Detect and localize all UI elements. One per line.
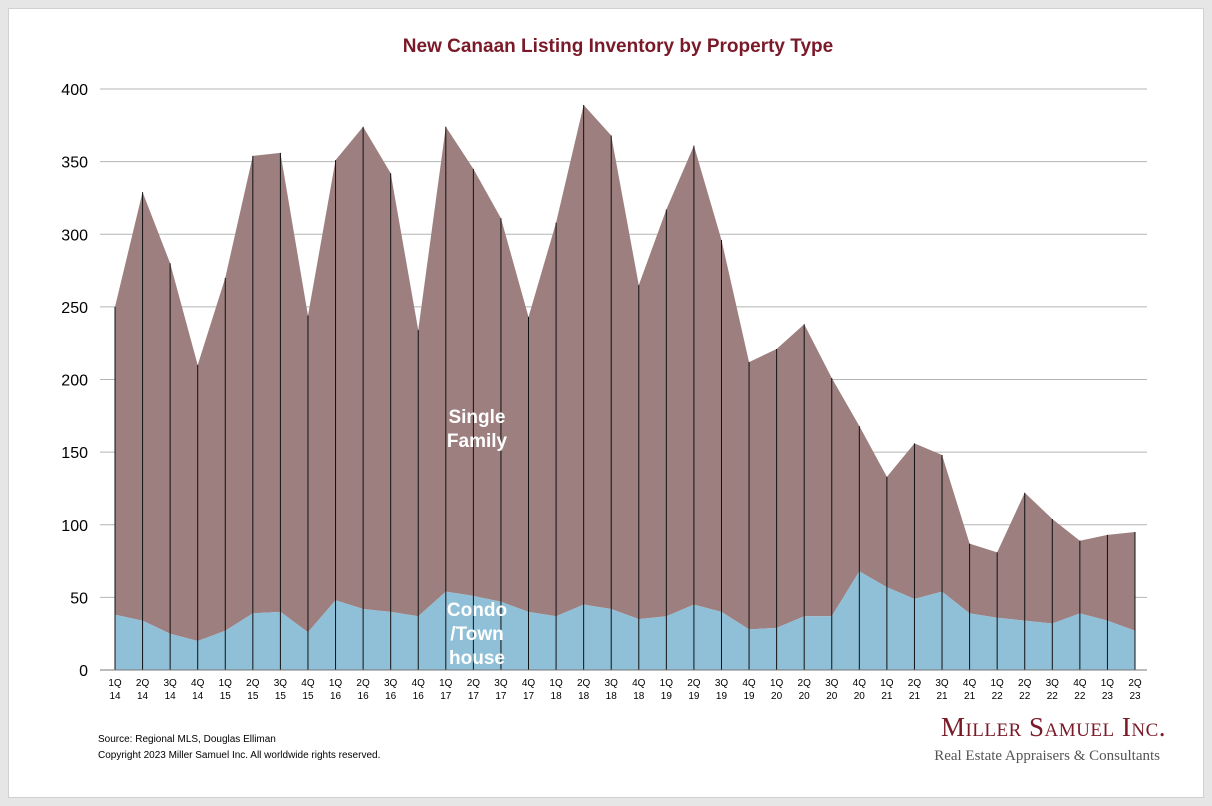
x-tick-label: 4Q <box>412 678 426 689</box>
x-tick-label: 3Q <box>274 678 288 689</box>
series-label-single-family: Family <box>447 431 508 452</box>
x-tick-label: 23 <box>1129 691 1141 702</box>
chart-title: New Canaan Listing Inventory by Property… <box>402 36 834 57</box>
x-tick-label: 17 <box>440 691 452 702</box>
x-tick-label: 20 <box>771 691 783 702</box>
company-logo-name: Miller Samuel Inc. <box>940 712 1166 742</box>
x-tick-label: 2Q <box>246 678 260 689</box>
series-area-single-family <box>115 104 1135 641</box>
x-tick-label: 3Q <box>163 678 177 689</box>
y-tick-label: 250 <box>61 300 88 317</box>
x-tick-label: 1Q <box>439 678 453 689</box>
x-tick-label: 3Q <box>715 678 729 689</box>
x-tick-label: 18 <box>578 691 590 702</box>
y-tick-label: 100 <box>61 518 88 535</box>
y-tick-label: 0 <box>79 663 88 680</box>
x-tick-label: 19 <box>688 691 700 702</box>
x-tick-label: 18 <box>551 691 563 702</box>
x-tick-label: 20 <box>826 691 838 702</box>
x-tick-label: 4Q <box>853 678 867 689</box>
x-tick-label: 16 <box>385 691 397 702</box>
x-tick-label: 2Q <box>798 678 812 689</box>
x-tick-label: 1Q <box>770 678 784 689</box>
x-tick-label: 4Q <box>191 678 205 689</box>
x-tick-label: 19 <box>716 691 728 702</box>
x-tick-label: 2Q <box>467 678 481 689</box>
x-tick-label: 3Q <box>384 678 398 689</box>
x-tick-label: 2Q <box>1018 678 1032 689</box>
x-tick-label: 20 <box>854 691 866 702</box>
x-tick-label: 2Q <box>577 678 591 689</box>
series-label-condo-townhouse: /Town <box>450 624 503 645</box>
x-tick-label: 1Q <box>549 678 563 689</box>
x-tick-label: 17 <box>468 691 480 702</box>
series-area-condo-townhouse <box>115 571 1135 670</box>
x-tick-label: 4Q <box>742 678 756 689</box>
x-tick-label: 22 <box>992 691 1004 702</box>
company-logo-tagline: Real Estate Appraisers & Consultants <box>934 748 1160 764</box>
x-tick-label: 2Q <box>136 678 150 689</box>
x-tick-label: 19 <box>743 691 755 702</box>
y-tick-label: 200 <box>61 373 88 390</box>
series-label-condo-townhouse: Condo <box>447 600 507 621</box>
series-label-condo-townhouse: house <box>449 648 505 669</box>
x-tick-label: 14 <box>165 691 177 702</box>
x-tick-label: 21 <box>936 691 948 702</box>
x-tick-label: 21 <box>909 691 921 702</box>
x-tick-label: 20 <box>799 691 811 702</box>
x-tick-label: 14 <box>137 691 149 702</box>
x-tick-label: 4Q <box>963 678 977 689</box>
x-tick-label: 3Q <box>825 678 839 689</box>
x-tick-label: 21 <box>881 691 893 702</box>
x-tick-label: 14 <box>192 691 204 702</box>
x-tick-label: 21 <box>964 691 976 702</box>
x-tick-label: 4Q <box>632 678 646 689</box>
x-tick-label: 1Q <box>880 678 894 689</box>
x-tick-label: 14 <box>109 691 121 702</box>
x-tick-label: 3Q <box>605 678 619 689</box>
x-tick-label: 1Q <box>108 678 122 689</box>
x-tick-label: 18 <box>633 691 645 702</box>
x-tick-label: 15 <box>275 691 287 702</box>
series-label-single-family: Single <box>448 407 505 428</box>
x-tick-label: 17 <box>523 691 535 702</box>
y-tick-label: 50 <box>70 590 88 607</box>
x-tick-label: 2Q <box>1128 678 1142 689</box>
copyright-note: Copyright 2023 Miller Samuel Inc. All wo… <box>98 750 381 761</box>
x-tick-label: 1Q <box>329 678 343 689</box>
x-tick-label: 3Q <box>935 678 949 689</box>
x-tick-label: 2Q <box>908 678 922 689</box>
y-tick-label: 400 <box>61 82 88 99</box>
x-tick-label: 4Q <box>1073 678 1087 689</box>
x-tick-label: 1Q <box>219 678 233 689</box>
x-tick-label: 22 <box>1019 691 1031 702</box>
x-tick-label: 3Q <box>1046 678 1060 689</box>
x-tick-label: 23 <box>1102 691 1114 702</box>
y-tick-label: 150 <box>61 445 88 462</box>
x-tick-label: 2Q <box>687 678 701 689</box>
x-tick-label: 19 <box>661 691 673 702</box>
x-tick-label: 15 <box>247 691 259 702</box>
x-tick-label: 3Q <box>494 678 508 689</box>
x-tick-label: 2Q <box>356 678 370 689</box>
x-tick-label: 4Q <box>522 678 536 689</box>
y-tick-label: 350 <box>61 155 88 172</box>
x-tick-label: 22 <box>1074 691 1086 702</box>
source-note: Source: Regional MLS, Douglas Elliman <box>98 734 276 745</box>
x-tick-label: 1Q <box>1101 678 1115 689</box>
x-tick-label: 16 <box>358 691 370 702</box>
x-tick-label: 4Q <box>301 678 315 689</box>
x-tick-label: 1Q <box>660 678 674 689</box>
x-tick-label: 22 <box>1047 691 1059 702</box>
x-tick-label: 16 <box>330 691 342 702</box>
y-tick-label: 300 <box>61 227 88 244</box>
x-tick-label: 15 <box>220 691 232 702</box>
x-tick-label: 18 <box>606 691 618 702</box>
x-tick-label: 1Q <box>990 678 1004 689</box>
x-tick-label: 17 <box>495 691 507 702</box>
x-tick-label: 16 <box>413 691 425 702</box>
x-tick-label: 15 <box>302 691 314 702</box>
